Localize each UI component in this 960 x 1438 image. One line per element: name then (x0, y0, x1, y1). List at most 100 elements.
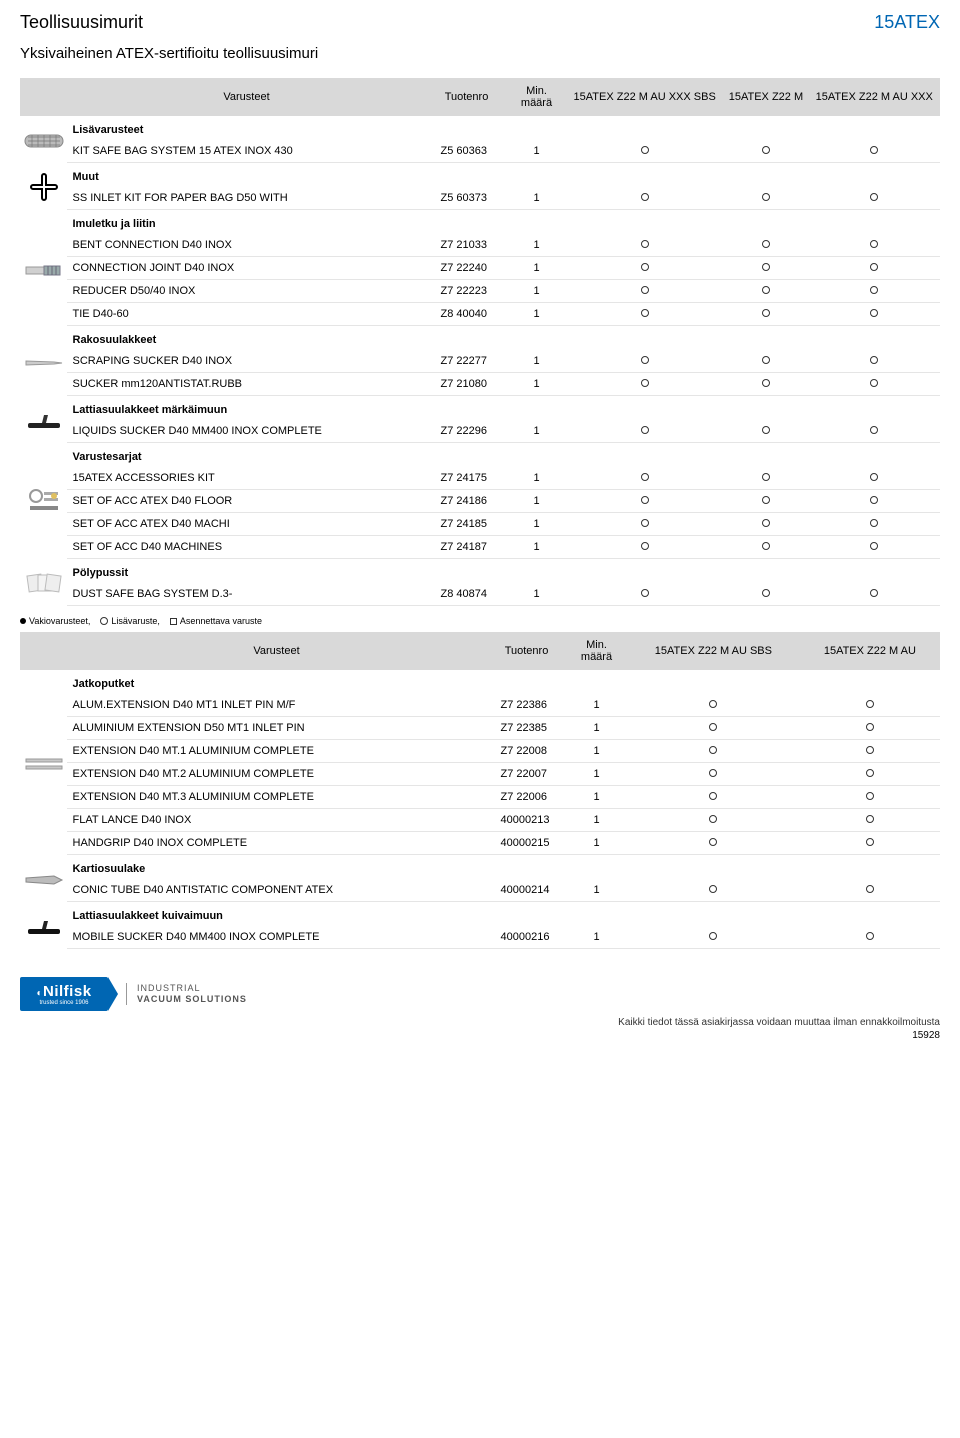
table-row: KIT SAFE BAG SYSTEM 15 ATEX INOX 430Z5 6… (21, 140, 940, 163)
cell-desc: CONIC TUBE D40 ANTISTATIC COMPONENT ATEX (67, 879, 487, 902)
disclaimer: Kaikki tiedot tässä asiakirjassa voidaan… (20, 1017, 940, 1028)
cell-code: Z7 24187 (427, 536, 507, 559)
cell-mark (723, 187, 809, 210)
cell-min: 1 (567, 694, 627, 717)
cell-mark (800, 740, 939, 763)
table-row: ALUMINIUM EXTENSION D50 MT1 INLET PINZ7 … (21, 717, 940, 740)
section-title: Lattiasuulakkeet kuivaimuun (67, 902, 940, 927)
cell-code: 40000214 (487, 879, 567, 902)
cell-min: 1 (507, 536, 567, 559)
cell-desc: SET OF ACC ATEX D40 MACHI (67, 513, 427, 536)
brand-logo: ◐Nilfisk trusted since 1906 INDUSTRIAL V… (20, 977, 247, 1011)
cell-min: 1 (567, 879, 627, 902)
header-right: 15ATEX (874, 12, 940, 33)
cell-mark (809, 140, 939, 163)
cell-desc: FLAT LANCE D40 INOX (67, 809, 487, 832)
cell-mark (723, 373, 809, 396)
section-row: Varustesarjat (21, 443, 940, 468)
cell-desc: REDUCER D50/40 INOX (67, 280, 427, 303)
cell-mark (567, 187, 723, 210)
option-mark-icon (641, 286, 649, 294)
cell-desc: SS INLET KIT FOR PAPER BAG D50 WITH (67, 187, 427, 210)
cell-mark (567, 257, 723, 280)
cell-mark (723, 467, 809, 490)
cell-code: Z7 22296 (427, 420, 507, 443)
cell-code: Z8 40040 (427, 303, 507, 326)
cell-code: Z7 22385 (487, 717, 567, 740)
cell-mark (567, 513, 723, 536)
option-mark-icon (870, 146, 878, 154)
table-row: SET OF ACC ATEX D40 FLOORZ7 241861 (21, 490, 940, 513)
section-row: Lisävarusteet (21, 116, 940, 141)
cell-mark (627, 879, 801, 902)
cell-mark (567, 234, 723, 257)
cell-mark (567, 420, 723, 443)
table-row: 15ATEX ACCESSORIES KITZ7 241751 (21, 467, 940, 490)
option-mark-icon (870, 263, 878, 271)
legend: Vakiovarusteet, Lisävaruste, Asennettava… (20, 616, 940, 626)
option-mark-icon (709, 792, 717, 800)
option-mark-icon (709, 700, 717, 708)
cell-min: 1 (507, 140, 567, 163)
cell-mark (627, 763, 801, 786)
brand-sub: trusted since 1906 (39, 1000, 88, 1006)
table-row: HANDGRIP D40 INOX COMPLETE400002151 (21, 832, 940, 855)
option-mark-icon (641, 426, 649, 434)
cell-mark (627, 809, 801, 832)
option-mark-icon (641, 356, 649, 364)
cell-code: 40000216 (487, 926, 567, 949)
option-mark-icon (641, 379, 649, 387)
option-mark-icon (762, 519, 770, 527)
option-mark-icon (762, 286, 770, 294)
brand-name: ◐Nilfisk (36, 983, 91, 1000)
cell-min: 1 (567, 763, 627, 786)
option-mark-icon (762, 473, 770, 481)
col-desc: Varusteet (67, 79, 427, 116)
table-row: DUST SAFE BAG SYSTEM D.3-Z8 408741 (21, 583, 940, 606)
option-mark-icon (866, 769, 874, 777)
cell-desc: KIT SAFE BAG SYSTEM 15 ATEX INOX 430 (67, 140, 427, 163)
section-icon-cell (21, 855, 67, 902)
cell-desc: LIQUIDS SUCKER D40 MM400 INOX COMPLETE (67, 420, 427, 443)
option-mark-icon (641, 473, 649, 481)
cell-code: Z7 22223 (427, 280, 507, 303)
cell-min: 1 (507, 257, 567, 280)
table-row: SET OF ACC D40 MACHINESZ7 241871 (21, 536, 940, 559)
cell-code: Z5 60363 (427, 140, 507, 163)
table-row: EXTENSION D40 MT.2 ALUMINIUM COMPLETEZ7 … (21, 763, 940, 786)
page-header: Teollisuusimurit 15ATEX (20, 12, 940, 33)
section-title: Muut (67, 163, 940, 188)
section-icon-cell (21, 902, 67, 949)
section-title: Rakosuulakkeet (67, 326, 940, 351)
cell-desc: DUST SAFE BAG SYSTEM D.3- (67, 583, 427, 606)
section-icon-cell (21, 396, 67, 443)
cell-min: 1 (507, 187, 567, 210)
cell-code: Z7 22008 (487, 740, 567, 763)
col-min: Min. määrä (507, 79, 567, 116)
legend-dot-icon (20, 618, 26, 624)
col2-c2: 15ATEX Z22 M AU (800, 633, 939, 670)
cell-desc: 15ATEX ACCESSORIES KIT (67, 467, 427, 490)
cell-mark (723, 280, 809, 303)
table-row: TIE D40-60Z8 400401 (21, 303, 940, 326)
cell-mark (723, 490, 809, 513)
table-row: ALUM.EXTENSION D40 MT1 INLET PIN M/FZ7 2… (21, 694, 940, 717)
cell-mark (627, 740, 801, 763)
cell-desc: EXTENSION D40 MT.3 ALUMINIUM COMPLETE (67, 786, 487, 809)
col-code: Tuotenro (427, 79, 507, 116)
cell-mark (723, 420, 809, 443)
cell-desc: HANDGRIP D40 INOX COMPLETE (67, 832, 487, 855)
cell-min: 1 (567, 926, 627, 949)
cell-mark (800, 786, 939, 809)
logo-side-2: VACUUM SOLUTIONS (137, 994, 247, 1005)
col-c2: 15ATEX Z22 M (723, 79, 809, 116)
cell-min: 1 (507, 467, 567, 490)
option-mark-icon (870, 473, 878, 481)
table-row: SS INLET KIT FOR PAPER BAG D50 WITHZ5 60… (21, 187, 940, 210)
table-row: EXTENSION D40 MT.3 ALUMINIUM COMPLETEZ7 … (21, 786, 940, 809)
cell-mark (800, 879, 939, 902)
cell-mark (809, 373, 939, 396)
option-mark-icon (641, 589, 649, 597)
option-mark-icon (870, 379, 878, 387)
option-mark-icon (870, 240, 878, 248)
